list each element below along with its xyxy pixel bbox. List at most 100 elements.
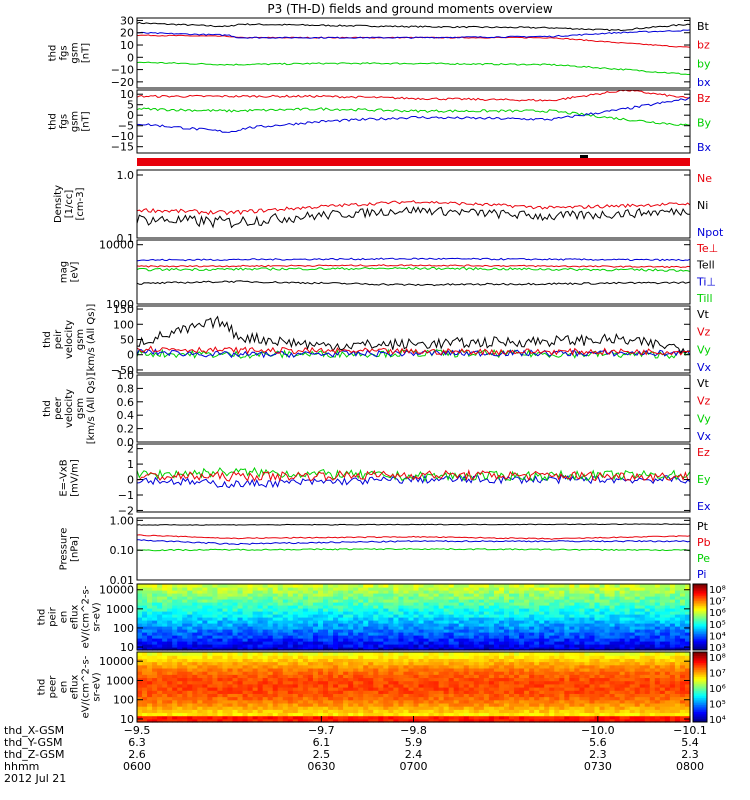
spectrogram-cell bbox=[162, 652, 168, 656]
spectrogram-cell bbox=[177, 702, 183, 707]
spectrogram-cell bbox=[468, 671, 475, 675]
spectrogram-cell bbox=[398, 693, 405, 698]
spectrogram-cell bbox=[599, 661, 606, 666]
spectrogram-cell bbox=[167, 638, 173, 642]
spectrogram-cell bbox=[242, 611, 249, 615]
spectrogram-cell bbox=[232, 596, 239, 600]
spectrogram-cell bbox=[217, 602, 224, 606]
spectrogram-cell bbox=[473, 584, 480, 588]
spectrogram-cell bbox=[659, 620, 666, 624]
spectrogram-cell bbox=[463, 699, 470, 704]
spectrogram-cell bbox=[488, 671, 495, 675]
colorbar-label: 10⁵ bbox=[709, 620, 726, 631]
spectrogram-cell bbox=[292, 584, 299, 588]
spectrogram-cell bbox=[232, 718, 239, 723]
spectrogram-cell bbox=[373, 635, 379, 639]
spectrogram-cell bbox=[172, 584, 178, 588]
spectrogram-cell bbox=[539, 602, 545, 606]
spectrogram-cell bbox=[187, 702, 193, 707]
spectrogram-cell bbox=[247, 655, 254, 659]
spectrogram-cell bbox=[413, 584, 420, 588]
spectrogram-cell bbox=[509, 652, 515, 656]
spectrogram-cell bbox=[438, 687, 445, 691]
spectrogram-cell bbox=[443, 638, 450, 642]
spectrogram-cell bbox=[373, 683, 379, 688]
spectrogram-cell bbox=[599, 655, 606, 659]
spectrogram-cell bbox=[162, 715, 168, 720]
spectrogram-cell bbox=[584, 626, 591, 630]
spectrogram-cell bbox=[147, 699, 153, 704]
spectrogram-cell bbox=[172, 706, 178, 710]
spectrogram-cell bbox=[287, 632, 294, 636]
colorbar-swatch bbox=[693, 607, 707, 610]
spectrogram-cell bbox=[167, 629, 173, 633]
spectrogram-cell bbox=[217, 706, 224, 710]
spectrogram-cell bbox=[684, 623, 691, 627]
spectrogram-cell bbox=[579, 617, 586, 621]
spectrogram-cell bbox=[192, 652, 198, 656]
colorbar-swatch bbox=[693, 630, 707, 633]
spectrogram-cell bbox=[358, 617, 364, 621]
spectrogram-cell bbox=[509, 632, 515, 636]
spectrogram-cell bbox=[323, 712, 329, 717]
spectrogram-cell bbox=[202, 626, 208, 630]
spectrogram-cell bbox=[443, 617, 450, 621]
spectrogram-cell bbox=[634, 614, 641, 618]
spectrogram-cell bbox=[363, 693, 369, 698]
spectrogram-cell bbox=[217, 638, 224, 642]
spectrogram-cell bbox=[624, 629, 631, 633]
spectrogram-cell bbox=[514, 617, 520, 621]
spectrogram-cell bbox=[584, 617, 591, 621]
spectrogram-cell bbox=[343, 626, 349, 630]
spectrogram-cell bbox=[619, 593, 626, 597]
colorbar-label: 10⁷ bbox=[709, 597, 726, 608]
spectrogram-cell bbox=[634, 626, 641, 630]
y-tick-label: −50 bbox=[111, 364, 134, 377]
spectrogram-cell bbox=[579, 611, 586, 615]
spectrogram-cell bbox=[554, 690, 560, 694]
spectrogram-cell bbox=[584, 712, 591, 717]
spectrogram-cell bbox=[574, 608, 580, 612]
spectrogram-cell bbox=[458, 632, 465, 636]
spectrogram-cell bbox=[654, 629, 661, 633]
spectrogram-cell bbox=[498, 641, 505, 645]
spectrogram-cell bbox=[152, 620, 158, 624]
spectrogram-cell bbox=[378, 680, 384, 685]
spectrogram-cell bbox=[493, 683, 500, 688]
spectrogram-cell bbox=[448, 683, 455, 688]
spectrogram-cell bbox=[297, 677, 304, 682]
spectrogram-cell bbox=[614, 718, 621, 723]
spectrogram-cell bbox=[172, 661, 178, 666]
spectrogram-cell bbox=[609, 715, 616, 720]
spectrogram-cell bbox=[222, 623, 229, 627]
spectrogram-cell bbox=[463, 584, 470, 588]
spectrogram-cell bbox=[272, 587, 279, 591]
spectrogram-cell bbox=[488, 626, 495, 630]
spectrogram-cell bbox=[468, 626, 475, 630]
spectrogram-cell bbox=[448, 617, 455, 621]
spectrogram-cell bbox=[514, 680, 520, 685]
spectrogram-cell bbox=[619, 620, 626, 624]
spectrogram-cell bbox=[383, 690, 389, 694]
spectrogram-cell bbox=[594, 608, 601, 612]
spectrogram-cell bbox=[408, 635, 415, 639]
spectrogram-cell bbox=[519, 623, 525, 627]
spectrogram-cell bbox=[644, 602, 651, 606]
spectrogram-cell bbox=[634, 687, 641, 691]
spectrogram-cell bbox=[177, 617, 183, 621]
spectrogram-cell bbox=[242, 632, 249, 636]
spectrogram-cell bbox=[609, 712, 616, 717]
spectrogram-cell bbox=[197, 632, 203, 636]
spectrogram-cell bbox=[524, 677, 530, 682]
spectrogram-cell bbox=[619, 696, 626, 701]
spectrogram-cell bbox=[217, 715, 224, 720]
spectrogram-cell bbox=[222, 706, 229, 710]
spectrogram-cell bbox=[172, 667, 178, 672]
spectrogram-cell bbox=[152, 605, 158, 609]
spectrogram-cell bbox=[408, 667, 415, 672]
spectrogram-cell bbox=[579, 605, 586, 609]
spectrogram-cell bbox=[317, 587, 324, 591]
spectrogram-cell bbox=[162, 699, 168, 704]
spectrogram-cell bbox=[493, 620, 500, 624]
spectrogram-cell bbox=[433, 706, 440, 710]
